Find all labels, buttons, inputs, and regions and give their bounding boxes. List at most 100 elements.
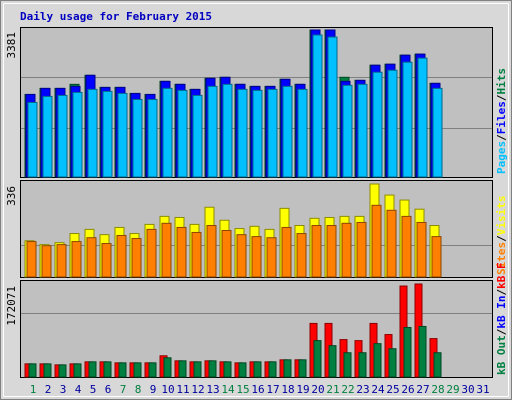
bar xyxy=(357,83,368,178)
panel xyxy=(20,280,493,378)
bar xyxy=(162,87,173,178)
legend-entry: Visits xyxy=(495,196,508,236)
x-tick-label: 20 xyxy=(311,383,324,396)
bar xyxy=(373,343,382,378)
bar xyxy=(343,352,352,378)
x-tick-label: 13 xyxy=(206,383,219,396)
bar xyxy=(341,222,352,278)
bar xyxy=(431,236,442,278)
bar xyxy=(103,361,112,378)
x-tick-label: 23 xyxy=(356,383,369,396)
x-tick-label: 17 xyxy=(266,383,279,396)
bar xyxy=(178,360,187,378)
x-tick-label: 16 xyxy=(251,383,264,396)
bar xyxy=(27,101,38,178)
x-tick-label: 10 xyxy=(161,383,174,396)
bar xyxy=(418,325,427,378)
bar xyxy=(147,98,158,178)
bar xyxy=(267,88,278,178)
bar xyxy=(251,236,262,278)
bar xyxy=(117,92,128,178)
bar xyxy=(433,352,442,378)
bar xyxy=(311,225,322,278)
bar xyxy=(313,340,322,378)
bar xyxy=(282,85,293,178)
bar xyxy=(73,363,82,378)
bar xyxy=(298,359,307,378)
x-tick-label: 12 xyxy=(191,383,204,396)
bar xyxy=(417,57,428,178)
x-tick-label: 22 xyxy=(341,383,354,396)
bar xyxy=(102,90,113,178)
bar xyxy=(86,237,97,278)
legend-entry: kB Out xyxy=(495,335,508,375)
bar xyxy=(401,215,412,278)
x-tick-label: 30 xyxy=(461,383,474,396)
x-tick-label: 19 xyxy=(296,383,309,396)
bar xyxy=(163,357,172,378)
bar xyxy=(372,71,383,178)
bar xyxy=(403,326,412,378)
bar xyxy=(342,84,353,178)
bar xyxy=(283,359,292,378)
bar xyxy=(327,36,338,178)
bar xyxy=(56,244,67,278)
bar xyxy=(297,88,308,178)
bar xyxy=(402,61,413,178)
bar xyxy=(177,89,188,178)
bar xyxy=(118,362,127,378)
bar xyxy=(58,364,67,378)
bar xyxy=(192,94,203,178)
x-tick-label: 1 xyxy=(30,383,37,396)
legend-separator: / xyxy=(495,289,508,296)
bar xyxy=(131,238,142,278)
bar xyxy=(237,88,248,178)
x-tick-label: 11 xyxy=(176,383,189,396)
x-tick-label: 8 xyxy=(135,383,142,396)
bar xyxy=(326,225,337,278)
bar xyxy=(26,241,37,278)
legend-separator: / xyxy=(495,94,508,101)
bar xyxy=(416,221,427,278)
bar xyxy=(223,361,232,378)
bar xyxy=(116,234,127,278)
bar xyxy=(356,221,367,278)
bar xyxy=(87,88,98,178)
bar xyxy=(88,361,97,378)
x-tick-label: 7 xyxy=(120,383,127,396)
bar xyxy=(388,348,397,378)
x-tick-label: 29 xyxy=(446,383,459,396)
bar xyxy=(296,233,307,278)
legend-entry: Pages xyxy=(495,141,508,174)
x-tick-label: 28 xyxy=(431,383,444,396)
legend-separator: / xyxy=(495,328,508,335)
bar xyxy=(41,245,52,278)
bar xyxy=(221,230,232,278)
bar xyxy=(28,363,37,378)
bar xyxy=(71,241,82,278)
legend-separator: / xyxy=(495,235,508,242)
bar xyxy=(132,98,143,178)
x-tick-label: 31 xyxy=(476,383,489,396)
bar xyxy=(42,95,53,178)
bar xyxy=(328,345,337,378)
bar xyxy=(72,91,83,178)
bar xyxy=(236,234,247,278)
legend-entry: Hits xyxy=(495,68,508,95)
x-tick-label: 24 xyxy=(371,383,385,396)
bar xyxy=(253,361,262,378)
legend: Sites/Visits xyxy=(495,196,508,276)
bar xyxy=(387,69,398,178)
x-tick-label: 2 xyxy=(45,383,52,396)
legend-entry: kB F xyxy=(495,262,508,289)
bar xyxy=(208,360,217,378)
bar xyxy=(386,209,397,278)
bar xyxy=(43,363,52,378)
bar xyxy=(176,226,187,278)
legend-entry: kB In xyxy=(495,296,508,329)
bar xyxy=(238,362,247,378)
bar xyxy=(148,362,157,378)
x-tick-label: 14 xyxy=(221,383,235,396)
bar xyxy=(133,362,142,378)
